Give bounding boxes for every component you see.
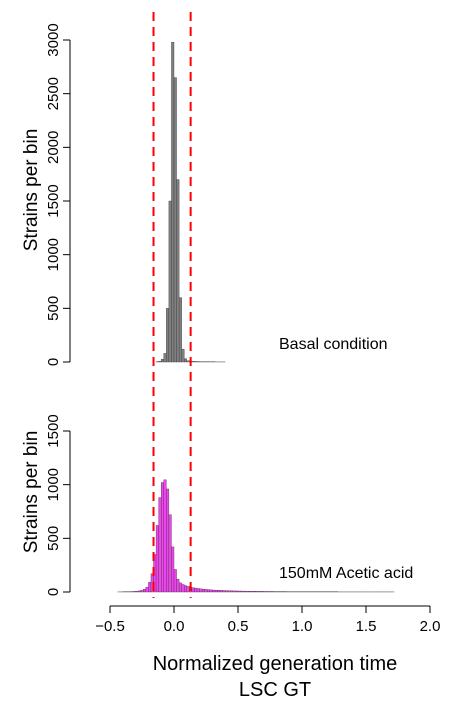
x-tick-label: 1.0 [292, 618, 313, 635]
basal-y-tick-label: 500 [45, 296, 62, 321]
acetic-bar [237, 590, 241, 593]
acetic-y-axis: 0 500 1000 1500 [45, 414, 71, 596]
acetic-bar [143, 589, 147, 593]
basal-y-axis: 0 500 1000 1500 2000 2500 3000 [45, 23, 71, 366]
basal-bar [171, 41, 175, 363]
acetic-bar [171, 546, 175, 593]
acetic-histogram-bars [117, 479, 395, 593]
basal-bar [184, 358, 187, 363]
acetic-bar [227, 590, 231, 593]
acetic-bar [240, 590, 244, 593]
basal-bar [166, 308, 170, 363]
acetic-bar [214, 590, 218, 593]
acetic-bar [253, 591, 257, 593]
x-tick-label: 1.5 [356, 618, 377, 635]
x-axis-title-line1: Normalized generation time [153, 653, 398, 675]
acetic-bar [194, 587, 198, 593]
acetic-bar [196, 588, 200, 593]
acetic-bar [255, 591, 259, 593]
cutoff-lines [152, 12, 192, 598]
acetic-bar [265, 591, 269, 593]
acetic-bar [207, 589, 211, 593]
basal-bar [194, 361, 198, 363]
acetic-y-tick-label: 1500 [45, 414, 62, 447]
acetic-y-tick-label: 1000 [45, 468, 62, 501]
acetic-bar [148, 582, 152, 593]
acetic-y-axis-title: Strains per bin [21, 431, 42, 554]
acetic-bar [245, 590, 249, 593]
acetic-bar [135, 591, 139, 593]
acetic-bar [186, 586, 190, 593]
panel-basal: 0 500 1000 1500 2000 2500 3000 Strains per bin… [21, 23, 388, 366]
acetic-bar [242, 590, 246, 593]
acetic-bar [212, 589, 216, 593]
acetic-bar [155, 525, 159, 593]
acetic-bar [248, 591, 251, 593]
acetic-bar [260, 591, 264, 593]
acetic-bar [184, 585, 187, 593]
x-tick-label: 0.0 [164, 618, 185, 635]
basal-bar [191, 361, 195, 363]
acetic-bar [137, 590, 141, 593]
acetic-bar [268, 591, 272, 593]
acetic-bar [161, 482, 164, 593]
basal-y-axis-title: Strains per bin [21, 129, 42, 252]
basal-bar [161, 359, 164, 363]
basal-bar [158, 360, 162, 363]
acetic-acid-label: 150mM Acetic acid [279, 565, 413, 582]
acetic-bar [181, 584, 185, 593]
acetic-bar [145, 586, 149, 593]
acetic-bar [178, 582, 182, 593]
acetic-bar [225, 590, 228, 593]
acetic-bar [250, 591, 254, 593]
acetic-bar [191, 587, 195, 593]
acetic-bar [176, 578, 180, 593]
acetic-bar [263, 591, 267, 593]
x-axis: −0.5 0.0 0.5 1.0 1.5 2.0 [95, 605, 441, 635]
acetic-bar [168, 514, 172, 593]
basal-bar [168, 200, 172, 363]
acetic-bar [222, 590, 226, 593]
basal-y-tick-label: 2500 [45, 77, 62, 110]
x-tick-label: 0.5 [228, 618, 249, 635]
basal-bar [186, 360, 190, 363]
acetic-bar [230, 590, 234, 593]
acetic-bar [271, 591, 275, 593]
acetic-bar [132, 591, 136, 593]
acetic-bar [199, 588, 203, 593]
x-tick-label: 2.0 [420, 618, 441, 635]
basal-condition-label: Basal condition [279, 336, 388, 353]
acetic-bar [204, 589, 208, 593]
acetic-bar [258, 591, 262, 593]
basal-histogram-bars [155, 41, 226, 363]
basal-y-tick-label: 0 [45, 358, 62, 366]
basal-bar [163, 353, 167, 363]
acetic-y-tick-label: 500 [45, 526, 62, 551]
panel-acetic-acid: 0 500 1000 1500 Strains per bin 150mM Aceti… [21, 414, 413, 596]
acetic-bar [209, 589, 213, 593]
x-axis-title-line2: LSC GT [239, 679, 311, 701]
acetic-bar [235, 590, 239, 593]
acetic-bar [201, 589, 205, 593]
acetic-bar [232, 590, 236, 593]
acetic-bar [217, 590, 221, 593]
acetic-bar [173, 569, 177, 593]
basal-y-tick-label: 2000 [45, 131, 62, 164]
basal-y-tick-label: 3000 [45, 23, 62, 56]
basal-y-tick-label: 1000 [45, 238, 62, 271]
basal-bar [173, 77, 177, 363]
acetic-bar [158, 497, 162, 593]
acetic-bar [166, 488, 170, 593]
acetic-y-tick-label: 0 [45, 588, 62, 596]
acetic-bar [140, 590, 144, 593]
acetic-bar [219, 590, 223, 593]
basal-y-tick-label: 1500 [45, 184, 62, 217]
x-tick-label: −0.5 [95, 618, 125, 635]
basal-bar [176, 179, 180, 363]
acetic-bar [163, 479, 167, 593]
basal-bar [181, 348, 185, 363]
basal-bar [178, 297, 182, 363]
